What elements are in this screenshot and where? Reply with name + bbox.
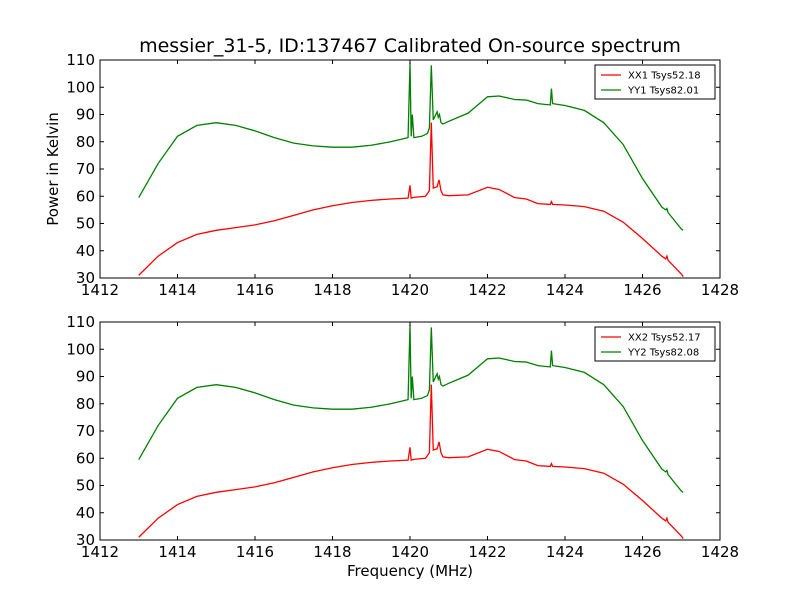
bottom-ytick-label: 90 [76, 368, 95, 386]
top-xtick-label: 1428 [701, 281, 739, 299]
top-series-yy-line [138, 62, 684, 231]
top-xtick-label: 1424 [546, 281, 584, 299]
bottom-series-xx-line [138, 384, 684, 540]
top-ytick-label: 110 [66, 51, 95, 69]
bottom-ytick-label: 110 [66, 313, 95, 331]
bottom-ytick-label: 70 [76, 422, 95, 440]
top-legend: XX1 Tsys52.18 YY1 Tsys82.01 [594, 64, 716, 100]
bottom-xtick-label: 1418 [313, 543, 351, 561]
top-xtick-label: 1420 [391, 281, 429, 299]
bottom-ytick-label: 40 [76, 504, 95, 522]
bottom-ytick-label: 60 [76, 449, 95, 467]
bottom-ytick-label: 50 [76, 477, 95, 495]
top-ytick-label: 100 [66, 78, 95, 96]
top-ytick-label: 70 [76, 160, 95, 178]
top-legend-box [594, 64, 716, 100]
top-ytick-label: 80 [76, 133, 95, 151]
top-ytick-label: 90 [76, 106, 95, 124]
bottom-xtick-label: 1412 [81, 543, 119, 561]
figure-title: messier_31-5, ID:137467 Calibrated On-so… [139, 35, 681, 57]
bottom-ytick-label: 100 [66, 340, 95, 358]
top-xtick-label: 1412 [81, 281, 119, 299]
bottom-series-yy-line [138, 324, 684, 493]
top-ytick-label: 50 [76, 215, 95, 233]
bottom-ytick-label: 30 [76, 531, 95, 549]
top-legend-label: YY1 Tsys82.01 [627, 86, 699, 97]
bottom-xlabel: Frequency (MHz) [347, 562, 473, 580]
bottom-xtick-label: 1426 [623, 543, 661, 561]
bottom-legend-label: YY2 Tsys82.08 [627, 348, 699, 359]
top-xtick-label: 1426 [623, 281, 661, 299]
bottom-xtick-label: 1416 [236, 543, 274, 561]
top-xtick-label: 1418 [313, 281, 351, 299]
bottom-xtick-label: 1424 [546, 543, 584, 561]
top-ytick-label: 30 [76, 269, 95, 287]
bottom-legend: XX2 Tsys52.17 YY2 Tsys82.08 [594, 326, 716, 362]
top-xtick-label: 1414 [158, 281, 196, 299]
top-legend-label: XX1 Tsys52.18 [628, 71, 701, 82]
top-xtick-label: 1422 [468, 281, 506, 299]
bottom-legend-box [594, 326, 716, 362]
bottom-xtick-label: 1422 [468, 543, 506, 561]
top-ytick-label: 40 [76, 242, 95, 260]
bottom-xtick-label: 1420 [391, 543, 429, 561]
bottom-legend-label: XX2 Tsys52.17 [628, 333, 701, 344]
top-panel: Power in Kelvin 1412 1414 1416 1418 1420 1422… [44, 51, 739, 299]
bottom-xtick-label: 1428 [701, 543, 739, 561]
top-ytick-label: 60 [76, 187, 95, 205]
bottom-panel: Frequency (MHz) 1412 1414 1416 1418 1420 1422… [66, 313, 739, 580]
bottom-xtick-label: 1414 [158, 543, 196, 561]
top-xtick-label: 1416 [236, 281, 274, 299]
top-ylabel: Power in Kelvin [44, 112, 62, 226]
top-series-xx-line [138, 122, 684, 278]
bottom-ytick-label: 80 [76, 395, 95, 413]
